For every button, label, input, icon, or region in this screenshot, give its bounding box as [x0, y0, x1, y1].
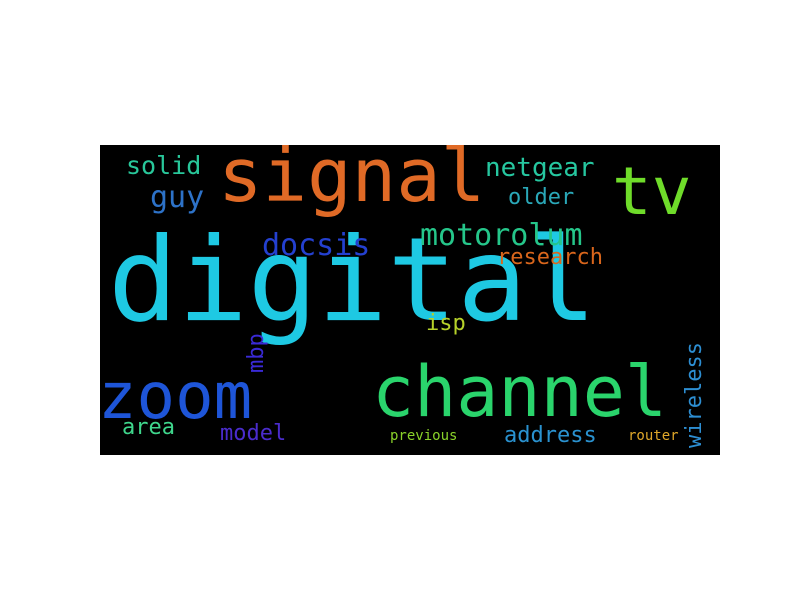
- word-mbp: mbp: [244, 333, 269, 373]
- word-area: area: [122, 415, 175, 440]
- word-signal: signal: [218, 145, 486, 219]
- word-previous: previous: [390, 428, 458, 444]
- word-isp: isp: [426, 311, 466, 336]
- word-digital: digital: [108, 213, 597, 348]
- word-wireless: wireless: [682, 342, 707, 448]
- word-docsis: docsis: [262, 228, 371, 263]
- word-solid: solid: [126, 151, 202, 180]
- word-research: research: [497, 245, 603, 270]
- word-address: address: [504, 423, 597, 448]
- word-motorolum: motorolum: [420, 218, 583, 253]
- word-older: older: [508, 185, 575, 210]
- word-guy: guy: [150, 180, 205, 215]
- word-zoom: zoom: [100, 360, 253, 434]
- word-netgear: netgear: [485, 153, 595, 183]
- word-model: model: [220, 421, 287, 446]
- word-tv: tv: [612, 153, 692, 230]
- word-channel: channel: [372, 351, 668, 433]
- word-router: router: [628, 428, 679, 444]
- word-cloud: digital signal channel zoom tv motorolum…: [100, 145, 720, 455]
